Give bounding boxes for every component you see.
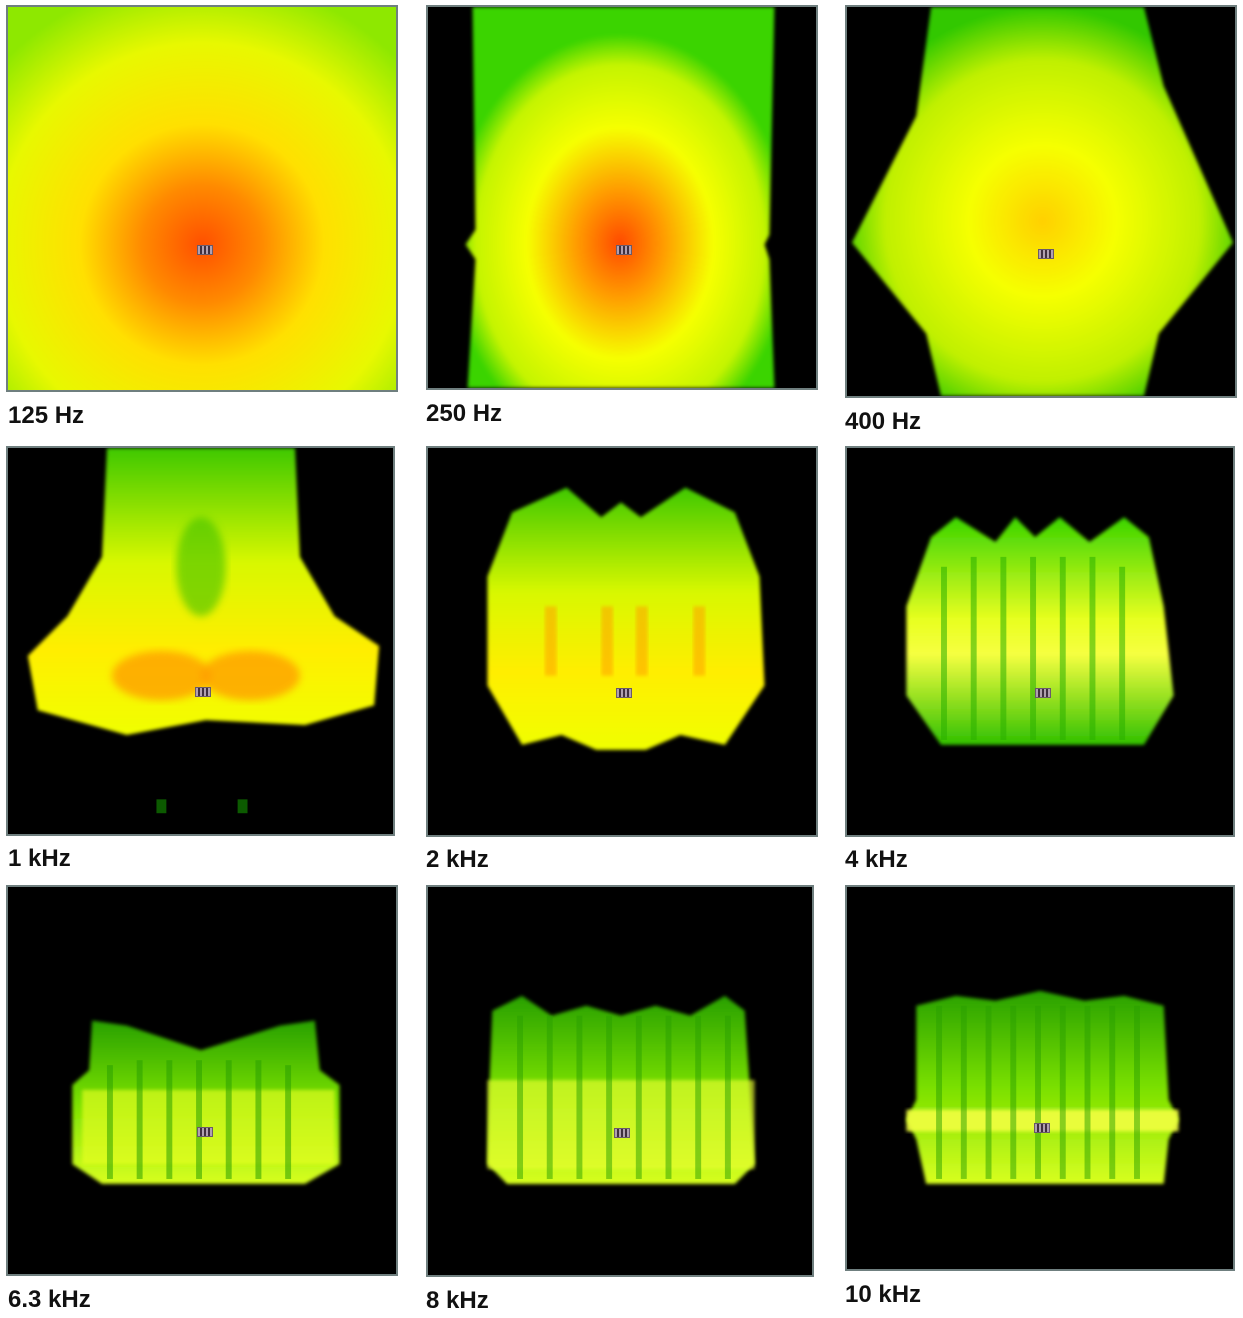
sound-field-1khz [8, 448, 393, 834]
panel-8khz [426, 885, 814, 1277]
panel-1khz [6, 446, 395, 836]
freq-label-6-3khz: 6.3 kHz [8, 1286, 91, 1313]
freq-label-125hz: 125 Hz [8, 402, 85, 429]
sound-field-10khz [847, 887, 1233, 1269]
panel-4khz [845, 446, 1235, 837]
sound-field-8khz [428, 887, 812, 1275]
source-marker [616, 688, 632, 698]
freq-label-250hz: 250 Hz [426, 400, 503, 427]
panel-10khz [845, 885, 1235, 1271]
panel-2khz [426, 446, 818, 837]
sound-field-6-3khz [8, 887, 396, 1274]
source-marker [1038, 249, 1054, 259]
freq-label-8khz: 8 kHz [426, 1287, 489, 1314]
source-marker [1035, 688, 1051, 698]
panel-250hz [426, 5, 818, 390]
freq-label-1khz: 1 kHz [8, 845, 71, 872]
panel-125hz [6, 5, 398, 392]
sound-field-2khz [428, 448, 816, 835]
sound-field-400hz [847, 7, 1235, 396]
sound-field-4khz [847, 448, 1233, 835]
source-marker [197, 245, 213, 255]
source-marker [195, 687, 211, 697]
source-marker [616, 245, 632, 255]
panel-400hz [845, 5, 1237, 398]
freq-label-10khz: 10 kHz [845, 1281, 922, 1308]
panel-6-3khz [6, 885, 398, 1276]
sound-field-125hz [8, 7, 396, 390]
source-marker [1034, 1123, 1050, 1133]
source-marker [197, 1127, 213, 1137]
freq-label-4khz: 4 kHz [845, 846, 908, 873]
freq-label-400hz: 400 Hz [845, 408, 922, 435]
source-marker [614, 1128, 630, 1138]
sound-field-250hz [428, 7, 816, 388]
freq-label-2khz: 2 kHz [426, 846, 489, 873]
